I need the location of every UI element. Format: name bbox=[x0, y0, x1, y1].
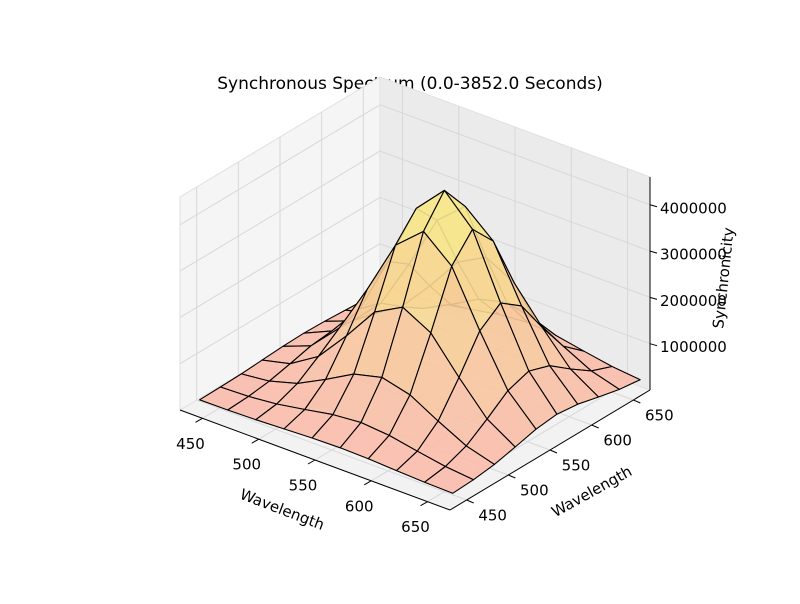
x-tick-label: 450 bbox=[176, 435, 205, 453]
y-tick-label: 550 bbox=[562, 457, 591, 475]
tick-mark bbox=[508, 474, 516, 479]
tick-mark bbox=[420, 501, 428, 507]
z-tick-label: 2000000 bbox=[660, 292, 727, 310]
tick-mark bbox=[649, 343, 658, 347]
tick-mark bbox=[251, 438, 259, 444]
chart-title: Synchronous Spectrum (0.0-3852.0 Seconds… bbox=[217, 74, 603, 94]
grid-line bbox=[179, 196, 381, 318]
tick-mark bbox=[466, 499, 474, 504]
surface-patch bbox=[424, 465, 475, 494]
z-tick-label: 4000000 bbox=[660, 199, 727, 217]
y-tick-label: 450 bbox=[478, 507, 507, 525]
x-tick-label: 650 bbox=[401, 518, 430, 536]
tick-mark bbox=[307, 459, 316, 465]
surface bbox=[199, 189, 641, 494]
tick-mark bbox=[549, 449, 558, 454]
x-tick-label: 500 bbox=[232, 456, 261, 474]
tick-mark bbox=[591, 424, 599, 429]
y-tick-label: 500 bbox=[520, 482, 549, 500]
grid-line bbox=[179, 104, 381, 226]
grid-line bbox=[179, 243, 381, 365]
grid-line bbox=[379, 150, 651, 252]
z-tick-label: 3000000 bbox=[660, 246, 727, 264]
tick-mark bbox=[649, 250, 658, 254]
tick-mark bbox=[649, 204, 658, 208]
grid-line bbox=[179, 150, 381, 272]
tick-mark bbox=[633, 399, 641, 404]
z-tick-label: 1000000 bbox=[660, 338, 727, 356]
grid-line bbox=[379, 104, 651, 206]
x-axis-line bbox=[179, 409, 451, 511]
y-axis-line bbox=[449, 389, 651, 511]
z-axis-label: Synchronicity bbox=[709, 226, 738, 329]
tick-mark bbox=[649, 296, 658, 300]
x-tick-label: 600 bbox=[345, 497, 374, 515]
y-tick-label: 600 bbox=[603, 432, 632, 450]
tick-mark bbox=[364, 480, 372, 486]
grid-line bbox=[196, 399, 467, 501]
x-tick-label: 550 bbox=[289, 477, 318, 495]
y-tick-label: 650 bbox=[645, 407, 674, 425]
tick-mark bbox=[195, 417, 203, 423]
